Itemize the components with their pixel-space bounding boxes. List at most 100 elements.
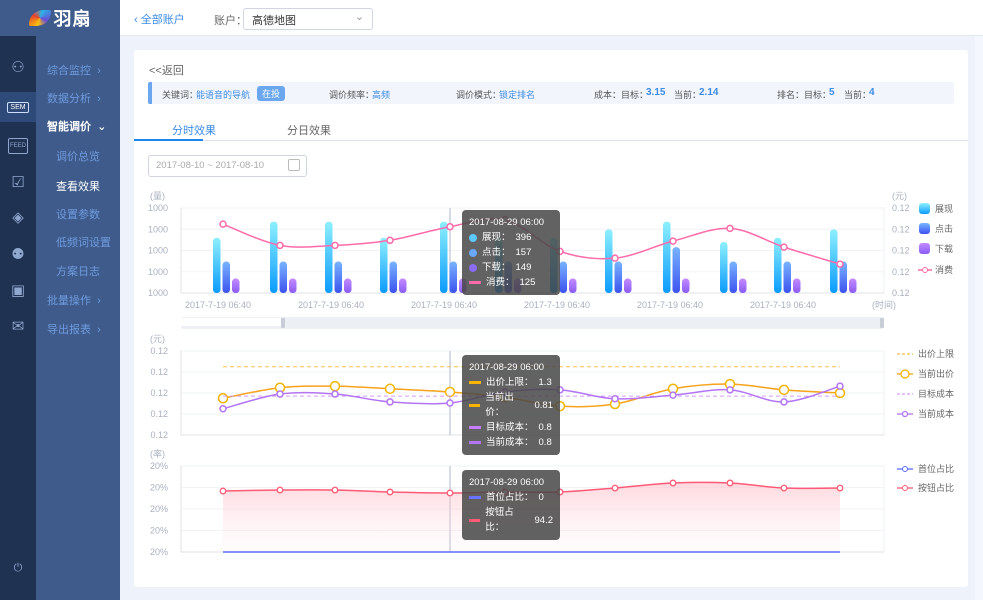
tooltip-row: 当前出价： 0.81	[469, 390, 553, 420]
tooltip-value: 396	[515, 232, 532, 243]
menu-item[interactable]: 综合监控 ›	[47, 62, 101, 78]
freq-label: 调价频率：	[329, 90, 375, 100]
menu-item-label: 低频词设置	[56, 237, 111, 249]
y-tick-label: 20%	[150, 526, 168, 536]
tooltip-row: 出价上限： 1.3	[469, 375, 553, 390]
menu-item[interactable]: 批量操作 ›	[47, 292, 101, 308]
tooltip-label: 出价上限：	[486, 377, 534, 388]
zoom-slider-handle	[281, 318, 285, 328]
all-accounts-link[interactable]: ‹ 全部账户	[134, 14, 185, 26]
tooltip-title: 2017-08-29 06:00	[469, 477, 545, 488]
bar-download	[682, 278, 690, 293]
tab-daily[interactable]: 分日效果	[287, 125, 331, 137]
series-marker-icon	[469, 381, 481, 384]
bar-click	[839, 261, 847, 293]
feed-icon[interactable]: FEED	[8, 136, 29, 156]
rank-current-label: 当前：	[844, 90, 872, 100]
legend-label: 出价上限	[918, 348, 954, 359]
series-3-point	[219, 405, 227, 413]
tooltip-label: 当前出价：	[485, 392, 514, 418]
bar-show	[270, 221, 278, 293]
x-tick-label: 2017-7-19 06:40	[750, 300, 816, 310]
series-1-point	[384, 383, 396, 395]
users-icon[interactable]: ⚇	[11, 59, 25, 76]
account-select[interactable]: 高德地图 ⌄	[243, 8, 373, 30]
clipboard-check-icon[interactable]: ☑	[11, 174, 25, 191]
cost-target: 3.15	[646, 87, 666, 98]
button-share-point	[836, 484, 844, 492]
legend-marker	[900, 369, 910, 379]
tab-hourly[interactable]: 分时效果	[172, 125, 216, 137]
menu-item[interactable]: 查看效果	[56, 178, 100, 194]
y-axis-title: (元)	[150, 334, 165, 344]
tooltip-row: 下载： 149	[469, 260, 553, 275]
bar-show	[830, 229, 838, 293]
y2-tick-label: 0.12	[892, 224, 910, 234]
series-3-point	[446, 399, 454, 407]
power-icon[interactable]: ⏻	[13, 561, 23, 574]
x-tick-label: 2017-7-19 06:40	[185, 300, 251, 310]
legend-label: 按钮占比	[918, 482, 954, 493]
icon-sidebar	[0, 0, 36, 600]
menu-item[interactable]: 智能调价 ⌄	[47, 118, 106, 134]
series-1-point	[329, 380, 341, 392]
y-tick-label: 1000	[148, 288, 168, 298]
bar-click	[279, 261, 287, 293]
y-tick-label: 0.12	[150, 367, 168, 377]
chevron-right-icon: ›	[94, 295, 101, 307]
y2-tick-label: 0.12	[892, 267, 910, 277]
bar-download	[232, 278, 240, 293]
legend-marker	[901, 410, 909, 418]
chevron-down-icon: ⌄	[354, 11, 364, 23]
y-tick-label: 20%	[150, 547, 168, 557]
tooltip-row: 展现： 396	[469, 230, 553, 245]
keyword-value: 能语音的导航	[196, 90, 251, 100]
bar-show	[213, 237, 221, 293]
legend-marker	[902, 485, 908, 491]
y-tick-label: 0.12	[150, 346, 168, 356]
bar-show	[663, 221, 671, 293]
menu-item[interactable]: 设置参数	[56, 206, 100, 222]
menu-item[interactable]: 导出报表 ›	[47, 321, 101, 337]
chart-tooltip: 2017-08-29 06:00 展现： 396 点击： 157 下载： 149 消费： 125	[462, 210, 560, 295]
legend-marker	[902, 466, 908, 472]
tooltip-row: 按钮占比： 94.2	[469, 505, 553, 535]
bar-download	[289, 278, 297, 293]
menu-item-label: 调价总览	[56, 151, 100, 163]
chevron-right-icon: ›	[94, 93, 101, 105]
logo-mark-icon	[28, 10, 51, 26]
series-3-point	[780, 398, 788, 406]
y-tick-label: 1000	[148, 267, 168, 277]
account-value: 高德地图	[252, 15, 296, 27]
series-3-point	[611, 395, 619, 403]
mail-icon[interactable]: ✉	[11, 318, 25, 335]
sem-icon[interactable]: SEM	[0, 92, 36, 122]
series-marker-icon	[469, 426, 481, 429]
tooltip-label: 点击：	[482, 247, 511, 258]
spend-point	[276, 241, 284, 250]
legend-label: 目标成本	[918, 388, 954, 399]
chevron-right-icon: ›	[94, 324, 101, 336]
user-settings-icon[interactable]: ⚉	[11, 246, 25, 263]
status-badge: 在投	[257, 86, 286, 101]
y-axis-title: (量)	[150, 191, 165, 201]
date-range-picker[interactable]: 2017-08-10 ~ 2017-08-10	[148, 155, 307, 177]
button-share-point	[780, 484, 788, 492]
folder-icon[interactable]: ▣	[10, 282, 26, 299]
legend-label: 当前出价	[918, 368, 954, 379]
menu-item[interactable]: 调价总览	[56, 148, 100, 164]
menu-item-label: 数据分析	[47, 93, 91, 105]
menu-item[interactable]: 方案日志	[56, 263, 100, 279]
legend-swatch	[919, 223, 930, 234]
x-tick-label: 2017-7-19 06:40	[637, 300, 703, 310]
back-link[interactable]: <<返回	[149, 65, 184, 77]
tooltip-value: 0	[538, 492, 544, 503]
layers-icon[interactable]: ◈	[12, 209, 24, 226]
keyword-info-bar: 关键词： 能语音的导航 在投 调价频率： 高频 调价模式： 锁定排名 成本：目标…	[148, 82, 954, 104]
menu-item[interactable]: 数据分析 ›	[47, 90, 101, 106]
tooltip-label: 首位占比：	[486, 492, 534, 503]
bar-show	[380, 237, 388, 293]
button-share-point	[276, 486, 284, 494]
menu-item[interactable]: 低频词设置	[56, 234, 111, 250]
legend-marker	[922, 267, 928, 273]
